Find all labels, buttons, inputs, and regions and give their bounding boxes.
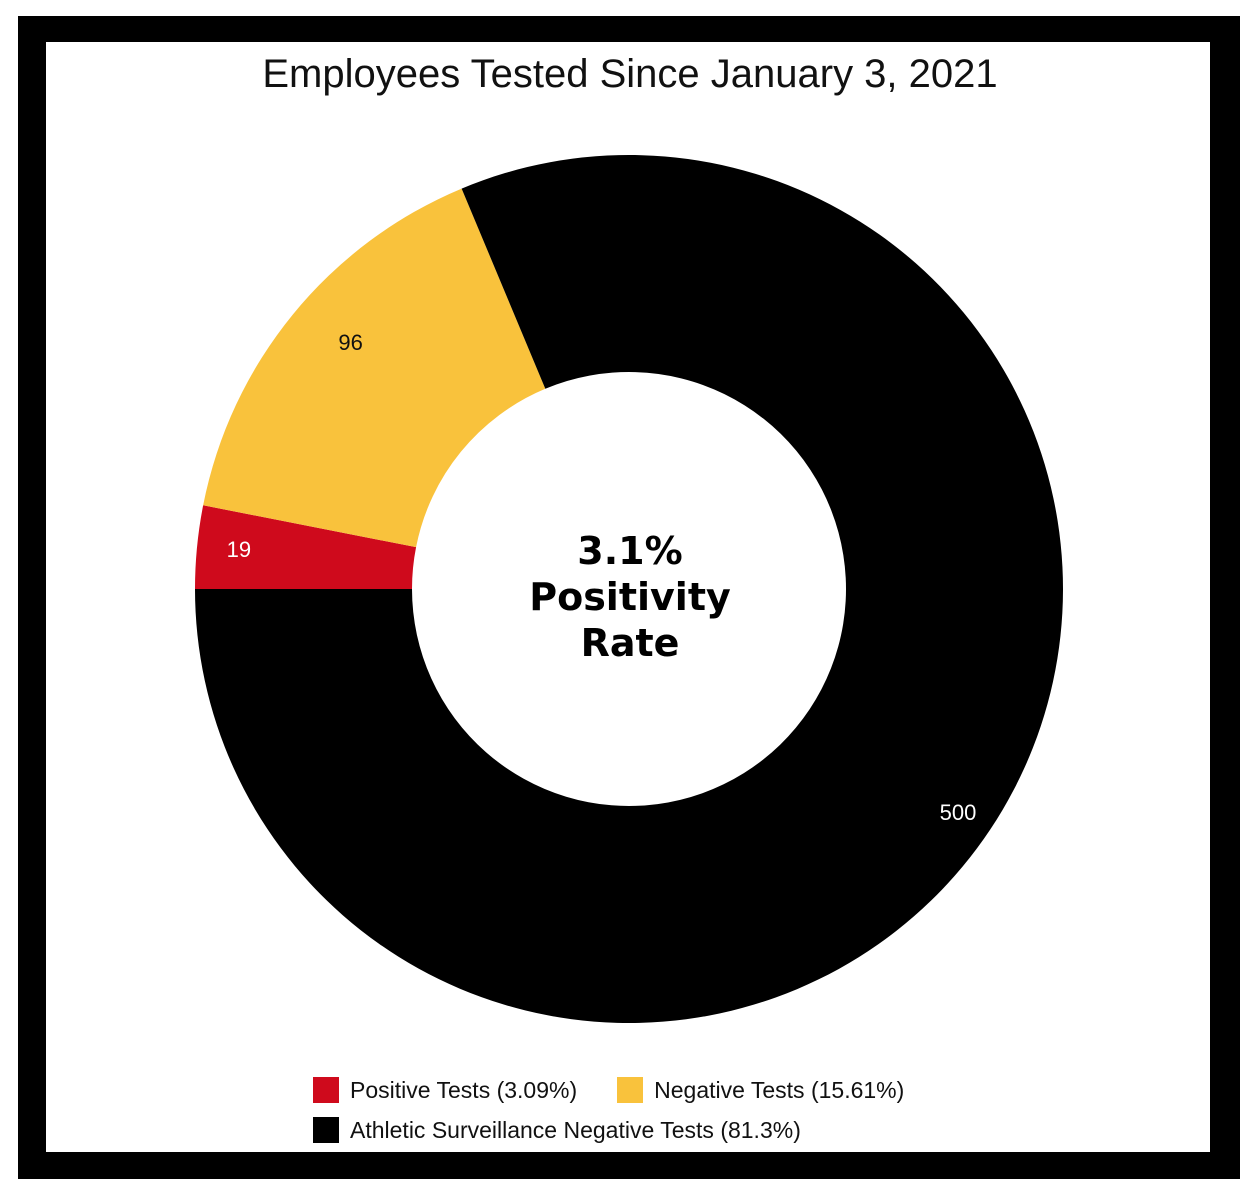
legend-swatch-athletic — [313, 1117, 339, 1143]
legend-swatch-positive — [313, 1077, 339, 1103]
slice-positive — [195, 505, 417, 589]
legend-swatch-negative — [617, 1077, 644, 1103]
legend-label-positive: Positive Tests (3.09%) — [350, 1076, 578, 1103]
slice-label-positive: 19 — [227, 537, 251, 562]
positivity-rate-line-3: Rate — [580, 621, 680, 665]
donut-slices — [195, 154, 1064, 1023]
chart-legend: Positive Tests (3.09%) Negative Tests (1… — [313, 1076, 944, 1156]
legend-row-1: Positive Tests (3.09%) Negative Tests (1… — [313, 1076, 944, 1104]
legend-label-athletic: Athletic Surveillance Negative Tests (81… — [350, 1116, 801, 1143]
slice-label-athletic: 500 — [940, 800, 977, 825]
legend-item-negative: Negative Tests (15.61%) — [617, 1077, 904, 1104]
legend-item-positive: Positive Tests (3.09%) — [313, 1077, 577, 1104]
slice-athletic — [195, 154, 1064, 1023]
donut-slice-labels: 19 96 500 — [227, 330, 977, 825]
legend-label-negative: Negative Tests (15.61%) — [654, 1076, 905, 1103]
legend-item-athletic: Athletic Surveillance Negative Tests (81… — [313, 1117, 801, 1144]
chart-title: Employees Tested Since January 3, 2021 — [262, 52, 998, 96]
positivity-rate-value: 3.1% — [577, 529, 683, 573]
positivity-rate-line-2: Positivity — [529, 575, 731, 619]
legend-row-2: Athletic Surveillance Negative Tests (81… — [313, 1116, 944, 1144]
positivity-rate-label: 3.1% Positivity Rate — [480, 528, 780, 666]
slice-label-negative: 96 — [338, 330, 362, 355]
slice-negative — [203, 188, 546, 548]
